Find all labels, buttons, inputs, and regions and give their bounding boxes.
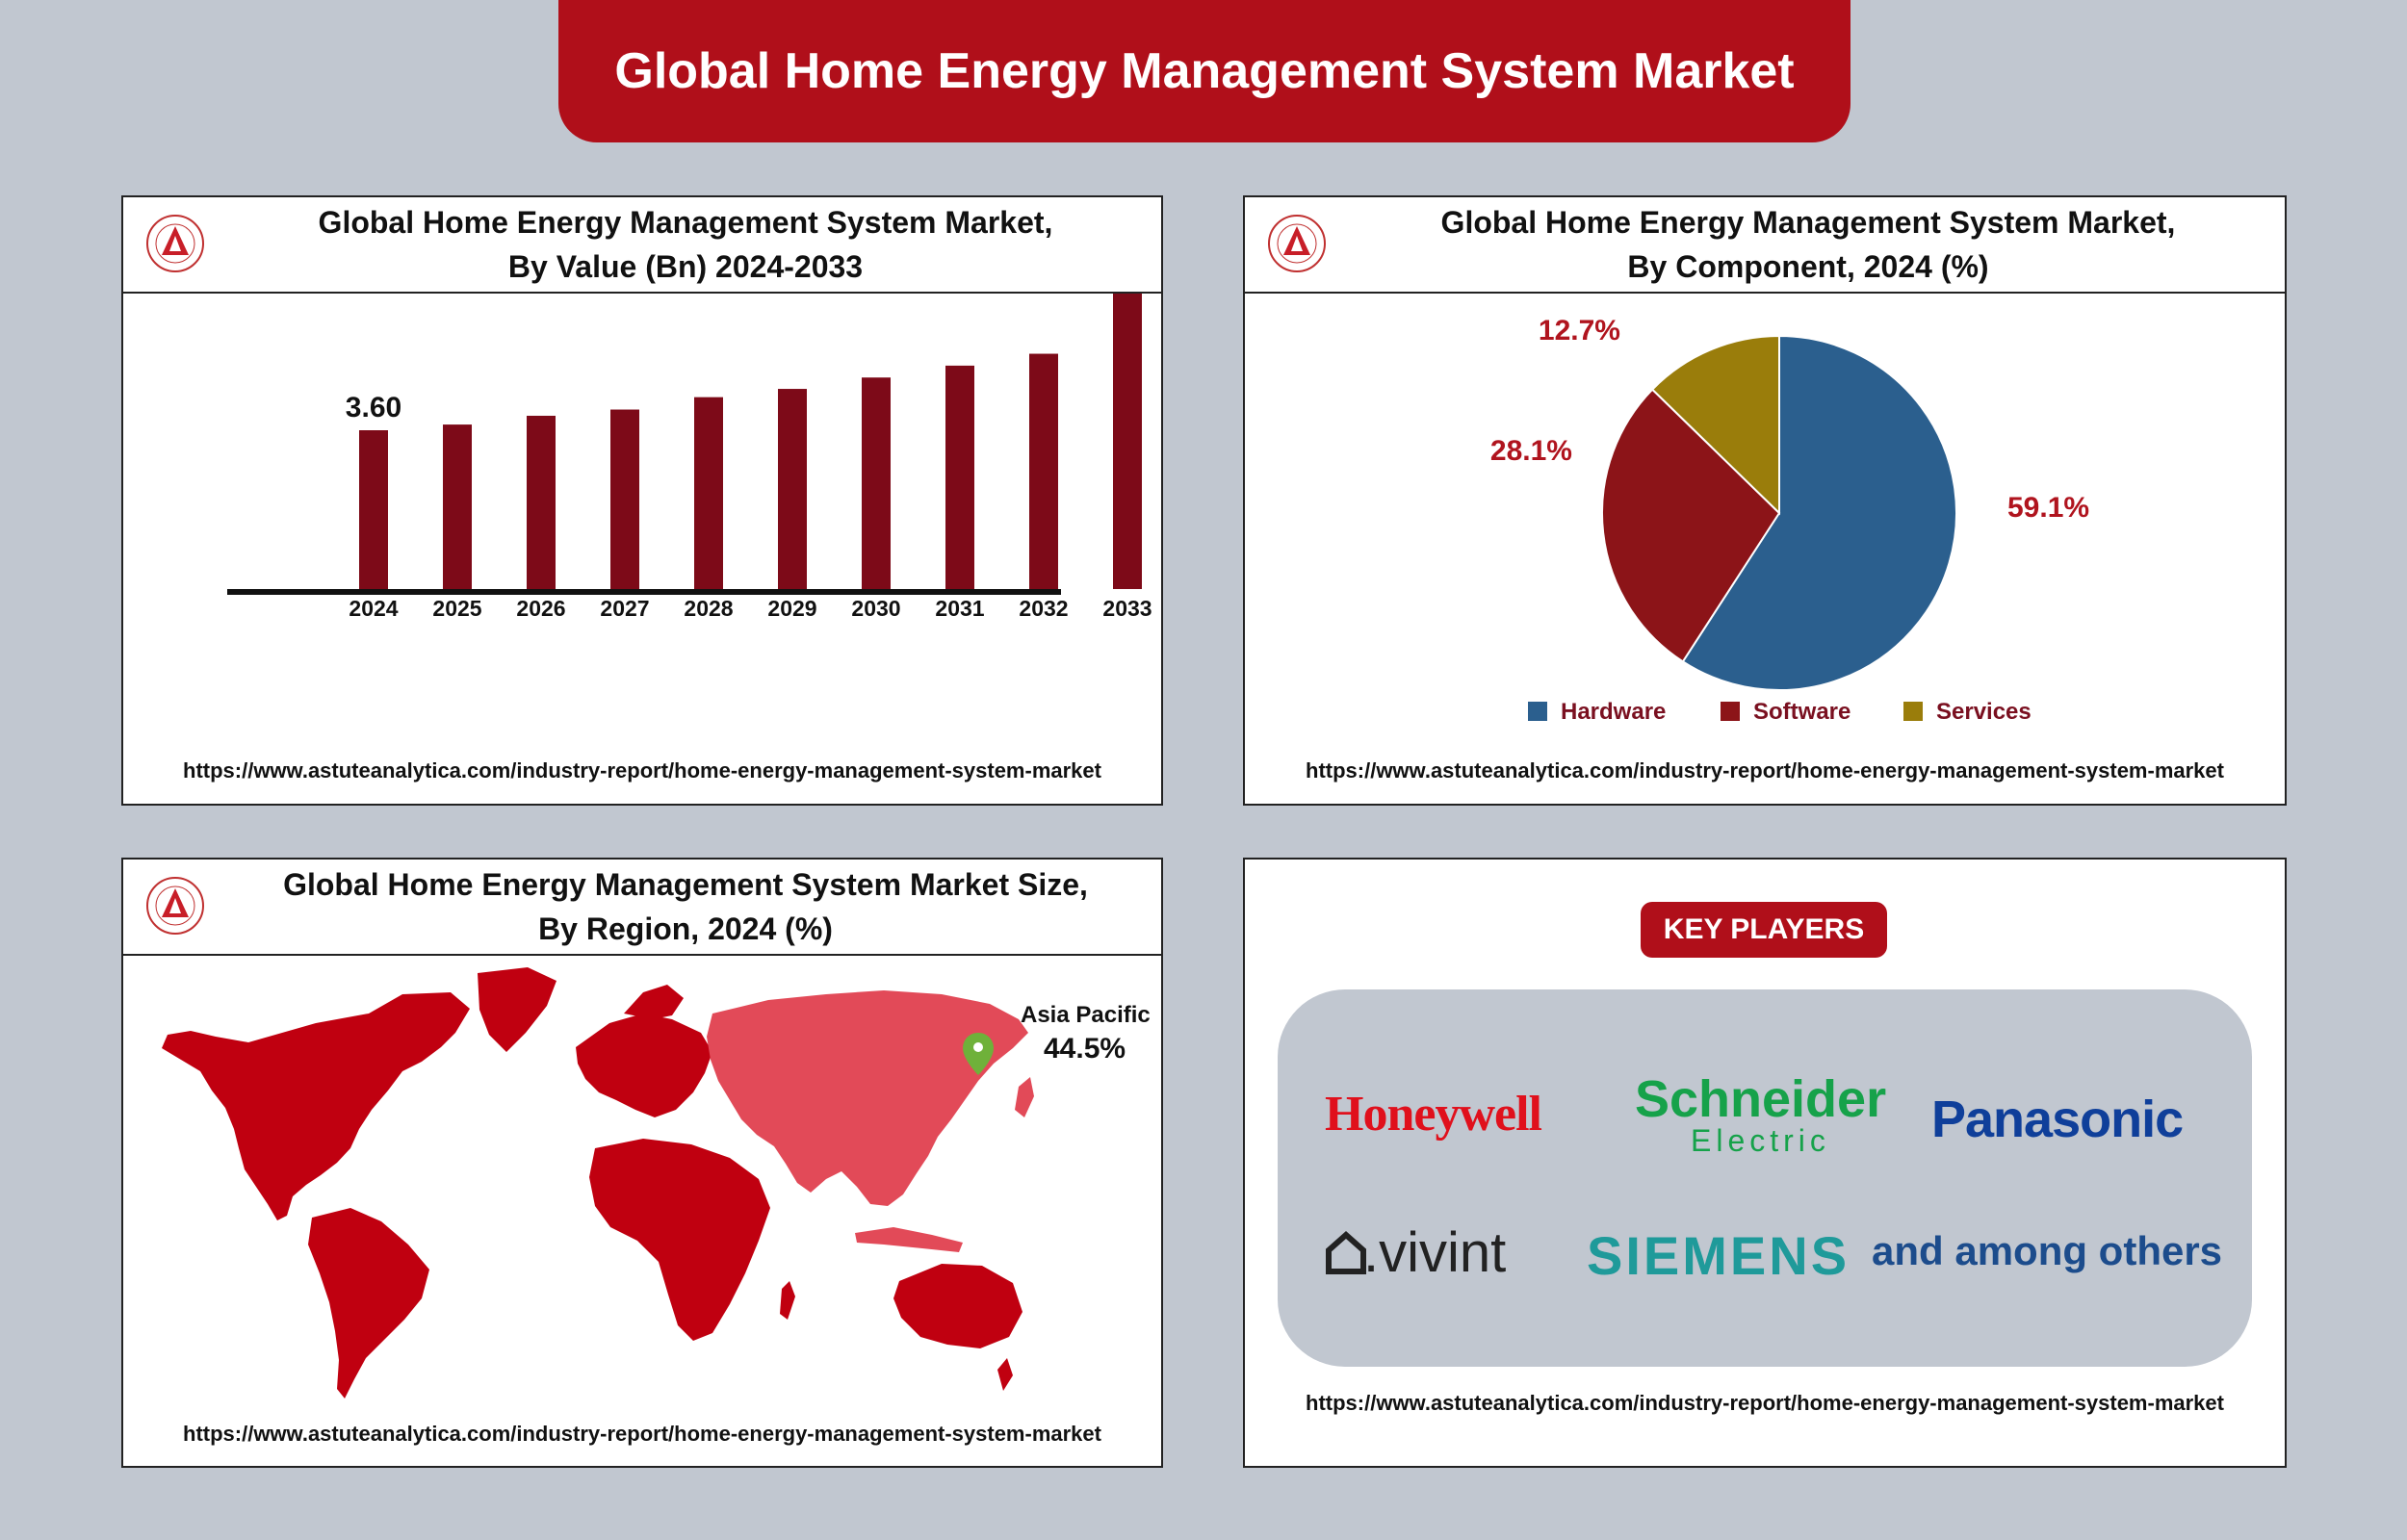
- bar-2033: [1113, 294, 1142, 589]
- panasonic-logo: Panasonic: [1931, 1091, 2184, 1148]
- x-tick-label: 2027: [600, 596, 649, 621]
- bar-2027: [610, 409, 639, 589]
- legend-swatch: [1903, 702, 1923, 721]
- pie-chart: 59.1% 28.1% 12.7% Hardware Software Services: [1490, 315, 2089, 725]
- africa-shape: [589, 1139, 770, 1341]
- south-america-shape: [308, 1208, 429, 1399]
- key-players-box: [1278, 989, 2252, 1367]
- new-zealand-shape: [997, 1358, 1013, 1391]
- europe-shape: [576, 1014, 712, 1117]
- page-title: Global Home Energy Management System Mar…: [558, 0, 1851, 142]
- x-tick-label: 2033: [1102, 596, 1152, 621]
- bar-2032: [1029, 353, 1058, 589]
- value-chart-title: Global Home Energy Management System Mar…: [123, 197, 1161, 294]
- legend-swatch: [1721, 702, 1740, 721]
- north-america-shape: [162, 992, 470, 1220]
- legend-label: Hardware: [1561, 699, 1666, 725]
- x-tick-label: 2025: [432, 596, 481, 621]
- madagascar-shape: [780, 1281, 795, 1320]
- bar-2030: [862, 377, 891, 589]
- data-label: 3.60: [346, 392, 401, 424]
- source-url[interactable]: https://www.astuteanalytica.com/industry…: [1306, 758, 2224, 783]
- region-map-panel: Global Home Energy Management System Mar…: [121, 858, 1163, 1468]
- source-url[interactable]: https://www.astuteanalytica.com/industry…: [183, 758, 1101, 783]
- japan-shape: [1015, 1077, 1034, 1117]
- location-pin-icon: [963, 1033, 994, 1075]
- bar-2029: [778, 389, 807, 589]
- slice-value-label: 28.1%: [1490, 435, 1572, 467]
- honeywell-logo: Honeywell: [1325, 1087, 1542, 1142]
- slice-value-label: 12.7%: [1539, 315, 1620, 346]
- house-icon: [1326, 1230, 1366, 1274]
- vivint-logo: .vivint: [1325, 1220, 1506, 1285]
- component-chart-title: Global Home Energy Management System Mar…: [1245, 197, 2285, 294]
- x-tick-label: 2029: [767, 596, 816, 621]
- x-tick-label: 2024: [349, 596, 398, 621]
- australia-shape: [893, 1264, 1022, 1348]
- key-players-badge: KEY PLAYERS: [1641, 902, 1887, 958]
- astute-analytica-logo: [1268, 215, 1326, 272]
- others-label: and among others: [1872, 1228, 2223, 1273]
- legend-label: Services: [1936, 699, 2032, 725]
- asia-pacific-value: 44.5%: [1044, 1033, 1126, 1065]
- x-tick-label: 2026: [516, 596, 565, 621]
- x-tick-label: 2028: [684, 596, 733, 621]
- bar-2031: [945, 365, 974, 589]
- legend-label: Software: [1753, 699, 1851, 725]
- source-url[interactable]: https://www.astuteanalytica.com/industry…: [1306, 1391, 2224, 1415]
- asia-pacific-label: Asia Pacific: [1021, 1002, 1151, 1028]
- schneider-logo: Schneider Electric: [1635, 1070, 1887, 1158]
- astute-analytica-logo: [146, 877, 204, 935]
- astute-analytica-logo: [146, 215, 204, 272]
- bar-2026: [527, 415, 556, 589]
- bar-2028: [694, 397, 723, 589]
- greenland-shape: [478, 967, 556, 1052]
- value-chart-panel: Global Home Energy Management System Mar…: [121, 195, 1163, 806]
- siemens-logo: SIEMENS: [1587, 1225, 1851, 1286]
- scandinavia-shape: [624, 985, 684, 1019]
- x-tick-label: 2031: [935, 596, 984, 621]
- source-url[interactable]: https://www.astuteanalytica.com/industry…: [183, 1422, 1101, 1446]
- pie-slice-hardware: [1681, 334, 1957, 691]
- component-chart-panel: Global Home Energy Management System Mar…: [1243, 195, 2287, 806]
- legend-swatch: [1528, 702, 1547, 721]
- bar-2025: [443, 424, 472, 589]
- indonesia-shape: [855, 1227, 963, 1252]
- pie-slice-services: [1650, 334, 1780, 516]
- x-tick-label: 2030: [851, 596, 900, 621]
- pie-slice-software: [1601, 388, 1781, 663]
- slice-value-label: 59.1%: [2007, 492, 2089, 524]
- bar-2024: [359, 430, 388, 589]
- region-map-title: Global Home Energy Management System Mar…: [123, 860, 1161, 956]
- bar-chart: 2024 3.60 2025 2026 2027 2028 2029 2030 2031 2032…: [227, 294, 1152, 621]
- x-tick-label: 2032: [1019, 596, 1068, 621]
- asia-pacific-shape: [707, 990, 1028, 1206]
- world-map: [162, 967, 1034, 1399]
